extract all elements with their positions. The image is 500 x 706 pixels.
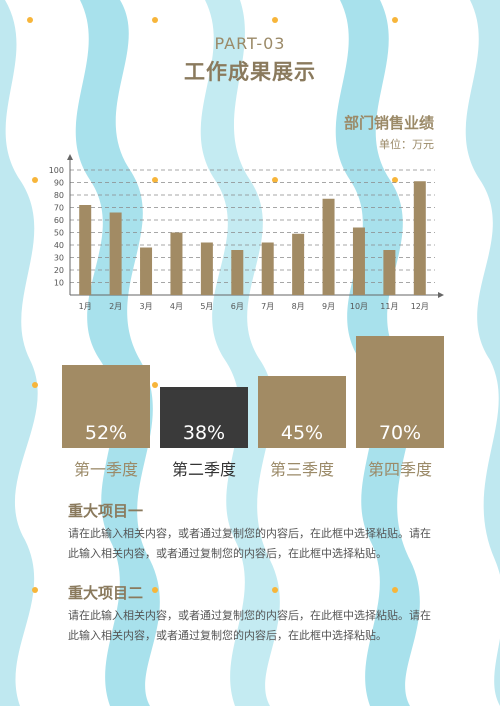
- y-tick-label: 90: [54, 179, 64, 188]
- chart-title: 部门销售业绩: [343, 114, 434, 132]
- bar: [413, 181, 426, 295]
- quarter-percentage: 45%: [280, 422, 324, 444]
- y-tick-label: 40: [54, 241, 64, 250]
- bar: [231, 250, 244, 295]
- x-tick-label: 6月: [231, 302, 244, 311]
- page-title: 工作成果展示: [184, 60, 316, 84]
- y-tick-label: 20: [54, 266, 64, 275]
- quarter-bar: 38%: [160, 387, 248, 448]
- bar: [79, 205, 92, 295]
- sales-bar-chart: 10 20 30 40 50 60 70 80 90 100 1月 2月 3月 4月 5月 6月 7月 8月 9月 1…: [49, 154, 444, 311]
- quarter-percentage: 38%: [182, 422, 226, 444]
- x-tick-label: 8月: [292, 302, 305, 311]
- x-tick-label: 3月: [139, 302, 152, 311]
- x-axis-arrow: [438, 292, 444, 298]
- x-tick-label: 10月: [350, 302, 368, 311]
- bar: [292, 233, 305, 295]
- y-tick-label: 60: [54, 216, 64, 225]
- y-tick-label: 10: [54, 279, 64, 288]
- y-tick-label: 80: [54, 191, 64, 200]
- project-description: 请在此输入相关内容，或者通过复制您的内容后，在此框中选择粘贴。请在此输入相关内容…: [68, 527, 431, 560]
- part-label: PART-03: [214, 34, 286, 53]
- quarter-label: 第四季度: [367, 460, 432, 479]
- x-tick-label: 1月: [79, 302, 92, 311]
- quarter-percentage: 52%: [84, 422, 128, 444]
- x-tick-label: 7月: [261, 302, 274, 311]
- project-description: 请在此输入相关内容，或者通过复制您的内容后，在此框中选择粘贴。请在此输入相关内容…: [68, 609, 431, 642]
- quarter-label: 第三季度: [269, 460, 334, 479]
- bar: [352, 227, 365, 295]
- quarter-label: 第二季度: [171, 460, 236, 479]
- x-tick-label: 2月: [109, 302, 122, 311]
- quarter-bar: 70%: [356, 336, 444, 448]
- project-title: 重大项目一: [68, 502, 144, 520]
- bar: [383, 250, 396, 295]
- y-tick-label: 100: [49, 166, 64, 175]
- bar: [140, 247, 153, 295]
- bar: [170, 232, 183, 295]
- x-tick-label: 12月: [411, 302, 429, 311]
- quarter-label: 第一季度: [73, 460, 138, 479]
- y-tick-label: 70: [54, 204, 64, 213]
- quarter-percentage: 70%: [378, 422, 422, 444]
- y-tick-label: 50: [54, 229, 64, 238]
- bar: [322, 198, 335, 295]
- x-tick-label: 5月: [200, 302, 213, 311]
- project-title: 重大项目二: [68, 584, 144, 602]
- quarter-bar: 52%: [62, 365, 150, 448]
- bar: [261, 242, 274, 295]
- chart-unit: 单位：万元: [379, 138, 434, 151]
- quarter-bar: 45%: [258, 376, 346, 448]
- x-tick-label: 9月: [322, 302, 335, 311]
- x-tick-label: 4月: [170, 302, 183, 311]
- y-tick-label: 30: [54, 254, 64, 263]
- bar: [200, 242, 213, 295]
- y-axis-arrow: [67, 154, 73, 160]
- bar: [109, 212, 122, 295]
- x-tick-label: 11月: [380, 302, 398, 311]
